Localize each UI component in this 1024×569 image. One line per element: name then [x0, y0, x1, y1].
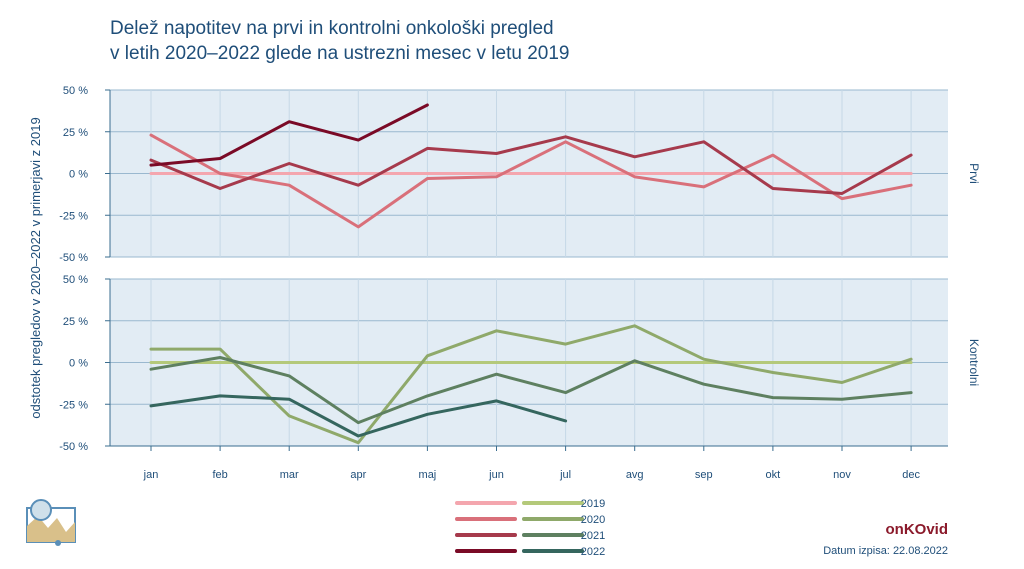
- x-tick-label: sep: [695, 469, 713, 481]
- x-tick-label: feb: [212, 469, 227, 481]
- series-line-2021: [149, 356, 913, 425]
- x-tick-label: apr: [350, 469, 366, 481]
- series-line-2020: [149, 324, 913, 445]
- brand-name: onKOvid: [885, 521, 949, 538]
- x-tick-label: maj: [419, 469, 437, 481]
- series-line-2020: [149, 133, 913, 229]
- legend-label: 2020: [581, 514, 605, 526]
- x-tick-label: okt: [766, 469, 781, 481]
- y-axis-title: odstotek pregledov v 2020–2022 v primerj…: [28, 117, 43, 418]
- y-tick-label: 25 %: [63, 316, 88, 328]
- y-tick-label: -50 %: [59, 252, 88, 264]
- print-date-label: Datum izpisa:: [823, 545, 890, 557]
- y-tick-label: 0 %: [69, 358, 88, 370]
- x-tick-label: jan: [143, 469, 159, 481]
- panel-label: Prvi: [967, 163, 981, 184]
- onkovid-logo-icon: [26, 499, 76, 546]
- x-tick-label: mar: [280, 469, 299, 481]
- y-tick-label: 25 %: [63, 127, 88, 139]
- print-date: Datum izpisa: 22.08.2022: [823, 545, 948, 557]
- chart-title: Delež napotitev na prvi in kontrolni onk…: [110, 16, 569, 66]
- x-tick-label: avg: [626, 469, 644, 481]
- title-line-2: v letih 2020–2022 glede na ustrezni mese…: [110, 43, 570, 64]
- y-tick-label: 0 %: [69, 169, 88, 181]
- x-tick-label: jun: [488, 469, 504, 481]
- y-tick-label: 50 %: [63, 274, 88, 286]
- panel-kontrolni: -50 % -25 % 0 % 25 % 50 % Kontrolni: [59, 274, 981, 453]
- y-tick-label: 50 %: [63, 85, 88, 97]
- y-tick-label: -50 %: [59, 441, 88, 453]
- title-line-1: Delež napotitev na prvi in kontrolni onk…: [110, 18, 554, 39]
- legend-label: 2019: [581, 498, 605, 510]
- series-line-2021: [149, 135, 913, 195]
- legend-label: 2021: [581, 530, 605, 542]
- x-tick-label: dec: [902, 469, 920, 481]
- panel-prvi: -50 % -25 % 0 % 25 % 50 % Prvi: [59, 85, 981, 264]
- series-line-2022: [149, 394, 568, 438]
- legend-label: 2022: [581, 546, 605, 558]
- panel-label: Kontrolni: [967, 339, 981, 386]
- print-date-value: 22.08.2022: [892, 545, 948, 557]
- x-tick-label: jul: [559, 469, 571, 481]
- y-tick-label: -25 %: [59, 399, 88, 411]
- series-line-2022: [149, 103, 429, 167]
- x-tick-label: nov: [833, 469, 851, 481]
- y-tick-label: -25 %: [59, 210, 88, 222]
